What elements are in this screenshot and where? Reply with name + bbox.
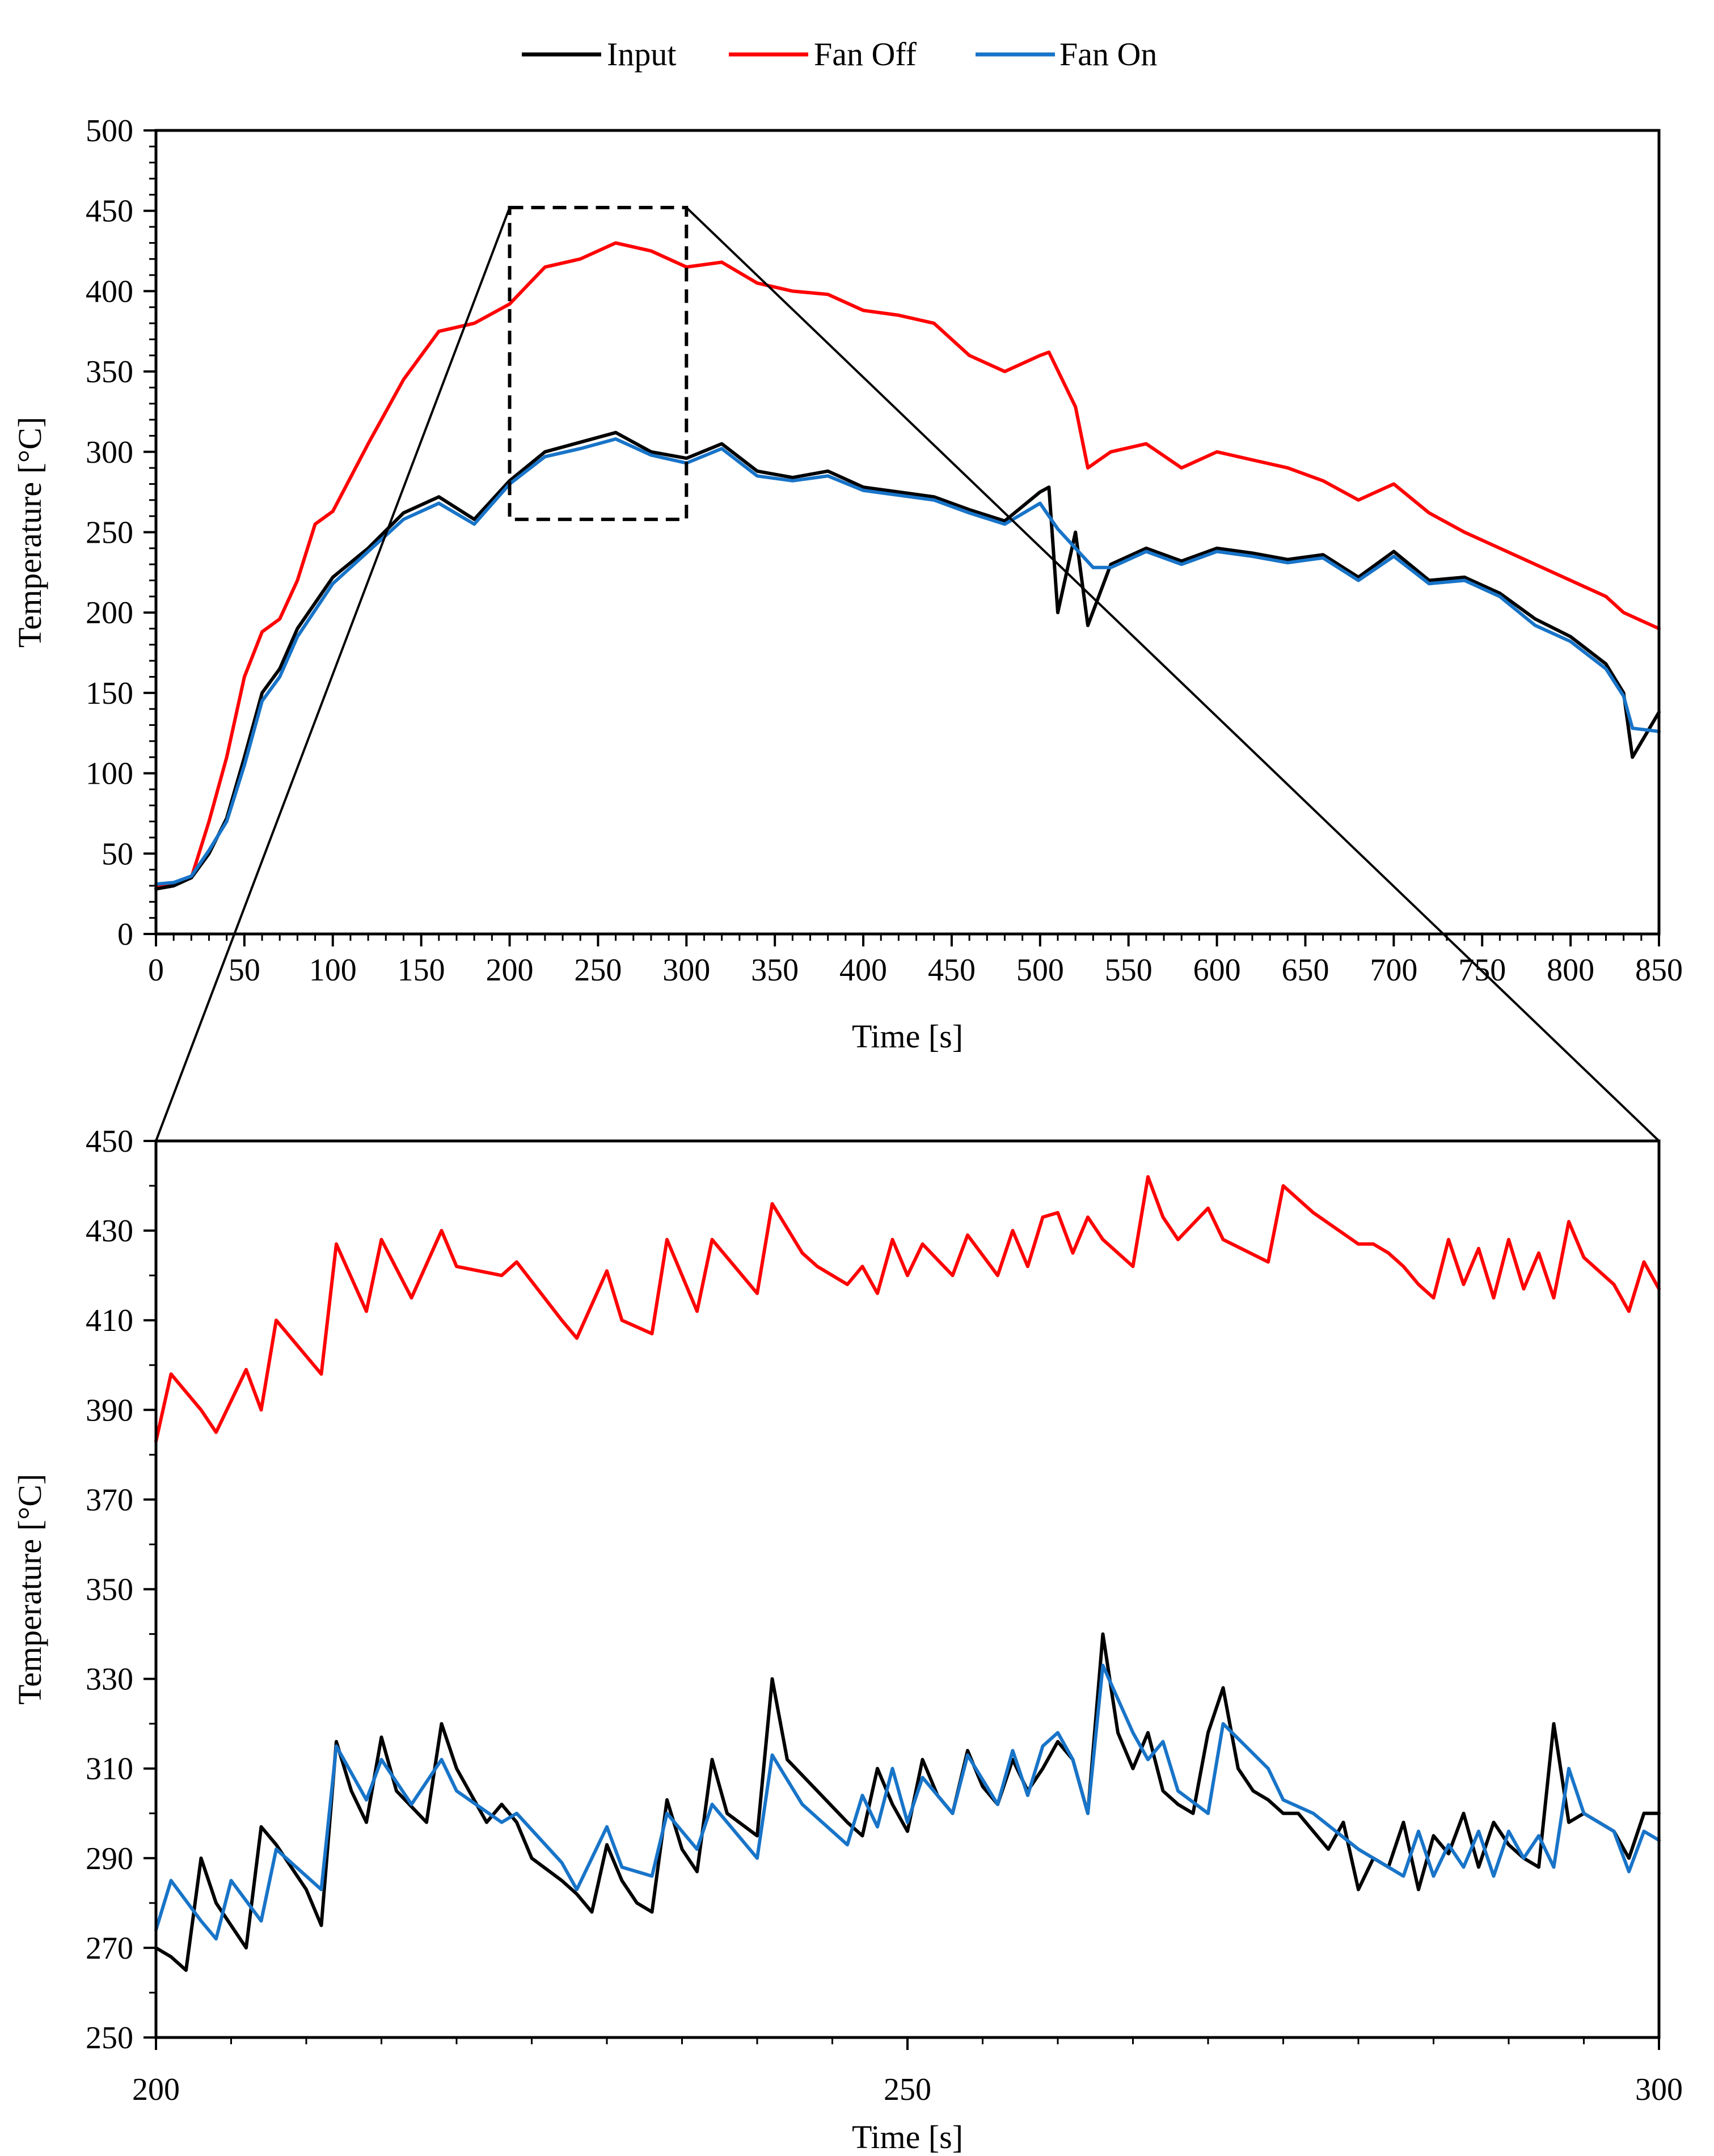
top-series	[154, 241, 1661, 891]
top-plot-frame	[154, 129, 1661, 936]
top-x-tick-label: 200	[486, 953, 534, 988]
legend-item-fan-on: Fan On	[976, 36, 1157, 73]
top-x-tick-label: 450	[928, 953, 976, 988]
legend: Input Fan Off Fan On	[522, 36, 1157, 73]
top-y-tick-label: 350	[86, 354, 133, 390]
legend-item-input: Input	[522, 36, 676, 73]
top-y-tick-label: 450	[86, 194, 133, 229]
top-y-tick-label: 0	[117, 917, 133, 952]
zoom-connectors	[155, 206, 1660, 1142]
top-x-tick-label: 300	[662, 953, 710, 988]
bottom-x-axis-title: Time [s]	[852, 2119, 963, 2155]
bottom-series	[154, 1175, 1661, 1972]
bot-y-tick-label: 370	[86, 1482, 133, 1517]
top-x-tick-label: 500	[1016, 953, 1064, 988]
top-x-tick-label: 800	[1547, 953, 1594, 988]
top-zoom-box	[508, 206, 689, 521]
bot-x-tick-label: 250	[884, 2072, 931, 2107]
legend-label-input: Input	[607, 36, 676, 73]
top-y-tick-label: 100	[86, 756, 133, 792]
bot-y-tick-label: 410	[86, 1303, 133, 1338]
top-y-tick-label: 50	[102, 836, 133, 872]
bot-y-tick-label: 330	[86, 1662, 133, 1697]
legend-item-fan-off: Fan Off	[729, 36, 917, 73]
top-x-tick-label: 350	[751, 953, 799, 988]
bot-y-tick-label: 250	[86, 2020, 133, 2056]
bot-y-tick-label: 430	[86, 1214, 133, 1249]
legend-label-fan-on: Fan On	[1059, 36, 1157, 73]
bot-y-tick-label: 270	[86, 1931, 133, 1966]
top-x-tick-label: 600	[1193, 953, 1241, 988]
zoom-connector-right	[685, 206, 1660, 1142]
top-x-tick-label: 100	[309, 953, 357, 988]
top-y-tick-label: 250	[86, 515, 133, 551]
bot-y-tick-label: 310	[86, 1752, 133, 1787]
bottom-y-axis-title: Temperature [°C]	[11, 1474, 48, 1705]
top-x-tick-label: 250	[574, 953, 622, 988]
bot-series-fan-off	[154, 1175, 1661, 1443]
bottom-tick-labels: 250 270 290 310 330 350 370 390 410 430 450 200 250 3…	[86, 1124, 1683, 2107]
bot-x-tick-label: 200	[132, 2072, 180, 2107]
top-x-tick-label: 550	[1105, 953, 1152, 988]
bottom-plot-frame	[154, 1139, 1661, 2039]
top-y-tick-label: 400	[86, 274, 133, 309]
top-x-axis-title: Time [s]	[852, 1018, 963, 1055]
top-y-tick-label: 300	[86, 435, 133, 470]
top-series-fan-on	[154, 437, 1661, 886]
top-x-tick-label: 650	[1281, 953, 1329, 988]
panel-bottom: 250 270 290 310 330 350 370 390 410 430 450 200 250 3…	[11, 1124, 1683, 2155]
top-y-tick-label: 200	[86, 595, 133, 631]
bot-series-fan-on	[154, 1663, 1661, 1941]
top-y-axis-title: Temperature [°C]	[11, 417, 48, 648]
top-y-tick-label: 150	[86, 676, 133, 711]
bot-x-tick-label: 300	[1635, 2072, 1683, 2107]
bot-y-tick-label: 390	[86, 1393, 133, 1428]
top-x-tick-label: 150	[398, 953, 445, 988]
top-tick-labels: 0 50 100 150 200 250 300 350 400 450 500 0 50 100 150 2…	[86, 113, 1683, 988]
top-x-tick-label: 0	[148, 953, 164, 988]
bot-y-tick-label: 350	[86, 1572, 133, 1608]
zoom-connector-left	[155, 207, 511, 1142]
bot-y-tick-label: 290	[86, 1841, 133, 1876]
panel-top: 0 50 100 150 200 250 300 350 400 450 500 0 50 100 150 2…	[11, 113, 1683, 1055]
top-series-input	[154, 430, 1661, 891]
legend-label-fan-off: Fan Off	[814, 36, 917, 73]
top-x-tick-label: 400	[839, 953, 887, 988]
top-x-tick-label: 850	[1635, 953, 1683, 988]
top-series-fan-off	[154, 241, 1661, 887]
top-y-tick-label: 500	[86, 113, 133, 149]
top-x-tick-label: 700	[1370, 953, 1417, 988]
top-x-tick-label: 50	[229, 953, 260, 988]
bot-y-tick-label: 450	[86, 1124, 133, 1159]
